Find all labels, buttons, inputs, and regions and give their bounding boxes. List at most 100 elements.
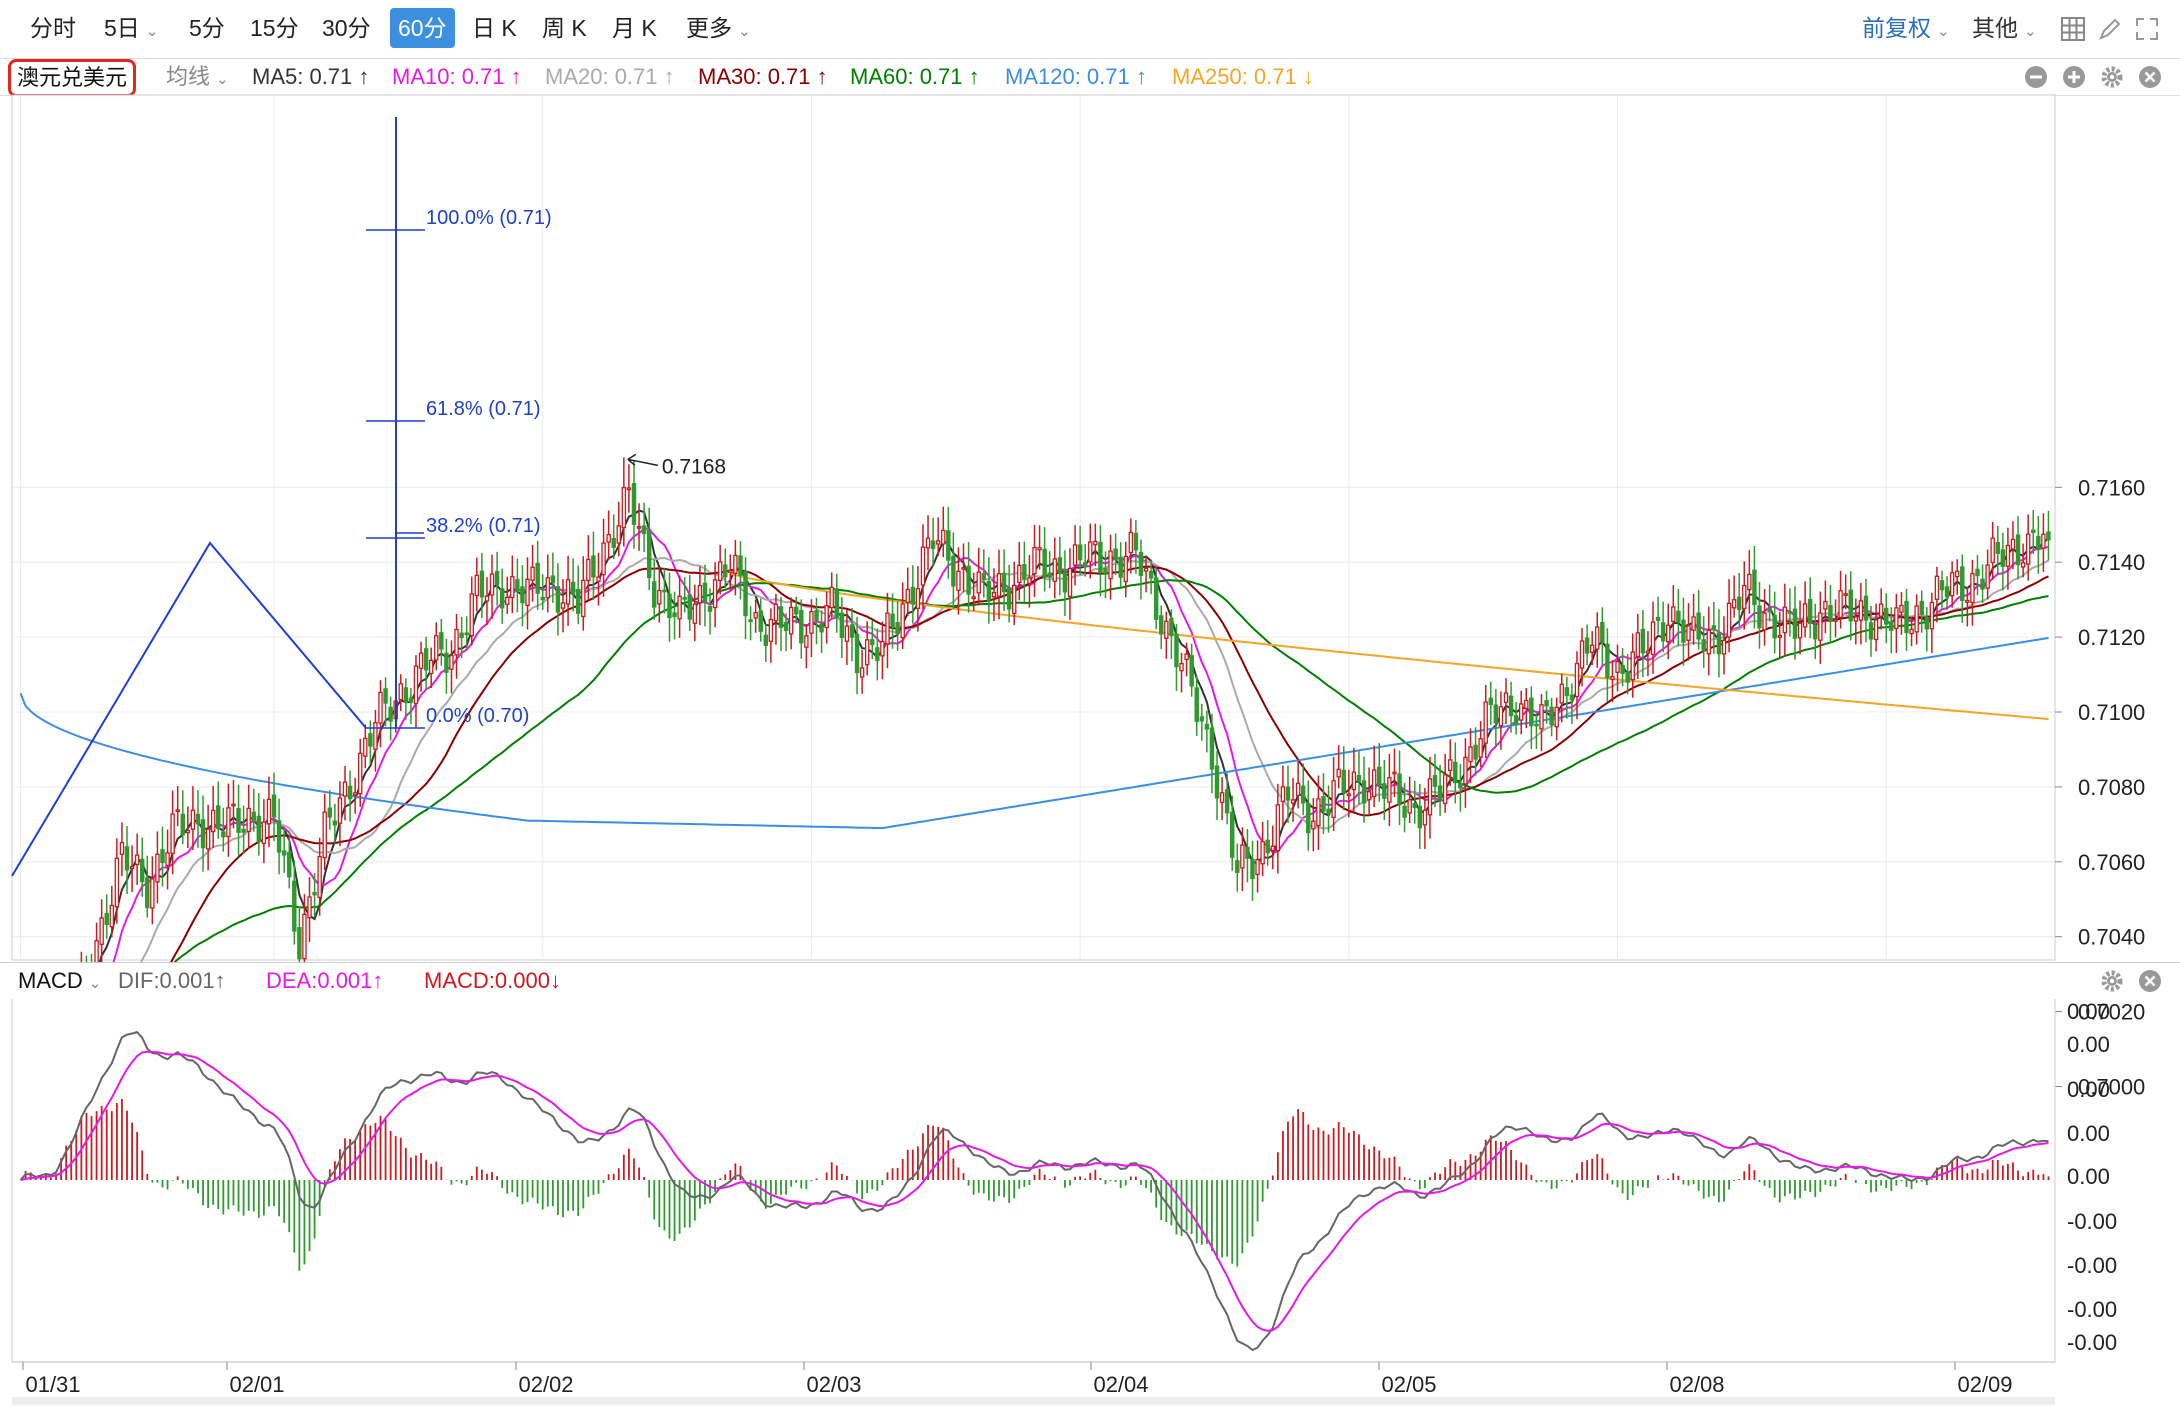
chevron-down-icon: ⌄	[738, 23, 751, 40]
candle-body	[2015, 534, 2021, 566]
candle-body	[1980, 578, 1985, 590]
candle-body	[434, 635, 439, 661]
y-tick-label: 0.7100	[2078, 700, 2145, 725]
macd-dif-line	[19, 1030, 2049, 1352]
candle-body	[251, 811, 256, 822]
grid-icon[interactable]	[2060, 16, 2086, 42]
ma-selector[interactable]: 均线 ⌄	[166, 59, 229, 98]
candle	[1326, 785, 1331, 833]
candle	[712, 562, 718, 628]
candle-body	[1377, 766, 1382, 786]
candle	[327, 790, 333, 830]
candle-body	[1752, 569, 1757, 606]
candle-body	[778, 606, 784, 628]
candle-body	[1427, 778, 1433, 816]
candle-body	[1630, 651, 1635, 681]
candle-body	[1483, 701, 1488, 744]
candle	[814, 597, 819, 645]
candle	[190, 786, 196, 850]
candle	[581, 556, 586, 631]
period-tab-4[interactable]: 30分	[314, 8, 379, 48]
candle-body	[1524, 699, 1529, 709]
candle	[738, 541, 743, 600]
period-tab-5[interactable]: 60分	[390, 8, 455, 48]
candle	[1589, 631, 1595, 666]
candle-body	[1878, 603, 1884, 617]
macd-close-icon[interactable]	[2138, 969, 2162, 993]
candle-body	[1965, 599, 1970, 603]
period-tab-2[interactable]: 5分	[181, 8, 233, 48]
settings-gear-icon[interactable]	[2100, 65, 2124, 89]
candle-body	[408, 697, 414, 703]
draw-pen-icon[interactable]	[2097, 16, 2123, 42]
candle	[1635, 613, 1641, 680]
candle-body	[1336, 768, 1341, 778]
ma-line	[19, 636, 2049, 830]
candle	[1569, 683, 1575, 724]
candle-body	[839, 612, 845, 638]
candle-body	[515, 579, 520, 593]
candle-body	[1549, 706, 1554, 726]
candle-body	[145, 877, 150, 909]
period-tab-3[interactable]: 15分	[242, 8, 307, 48]
candle	[1792, 586, 1798, 660]
candle	[1214, 751, 1220, 821]
candle-body	[753, 611, 758, 619]
candle	[1914, 594, 1919, 645]
candle-body	[641, 525, 647, 535]
candle	[1802, 581, 1808, 638]
close-icon[interactable]	[2138, 65, 2162, 89]
ma-legend-item: MA120: 0.71 ↑	[1005, 64, 1147, 89]
candle-body	[1929, 601, 1935, 630]
candle	[1011, 561, 1017, 626]
candle-body	[1534, 723, 1539, 727]
x-tick-label: 01/31	[25, 1372, 80, 1397]
candle	[1919, 590, 1924, 633]
candle-body	[170, 813, 175, 855]
collapse-icon[interactable]	[2024, 65, 2048, 89]
candle	[743, 557, 748, 640]
candle-body	[312, 891, 317, 896]
macd-dea-label: DEA:0.001↑	[266, 968, 384, 993]
period-tab-6[interactable]: 日 K	[464, 8, 525, 48]
candle	[1873, 603, 1879, 652]
period-tab-0[interactable]: 分时	[22, 8, 84, 48]
candle-body	[1909, 628, 1914, 635]
candle	[1610, 660, 1615, 703]
candle	[682, 577, 687, 613]
candle-body	[905, 588, 910, 603]
candle-body	[788, 606, 794, 635]
candle	[560, 579, 566, 633]
candle	[1544, 690, 1549, 724]
macd-selector[interactable]: MACD ⌄	[18, 963, 101, 1002]
chevron-down-icon: ⌄	[1937, 23, 1950, 40]
candle-body	[1640, 628, 1646, 654]
fullscreen-icon[interactable]	[2134, 16, 2160, 42]
candle	[1868, 605, 1874, 657]
expand-icon[interactable]	[2062, 65, 2086, 89]
candle-body	[854, 633, 860, 674]
candle-body	[966, 565, 971, 595]
period-tab-7[interactable]: 周 K	[534, 8, 595, 48]
adjust-dropdown[interactable]: 前复权 ⌄	[1862, 8, 1950, 48]
candle	[499, 568, 505, 624]
other-dropdown[interactable]: 其他 ⌄	[1972, 8, 2037, 48]
candle-body	[712, 579, 718, 609]
candle-body	[216, 805, 221, 830]
candle	[1321, 773, 1326, 835]
candle-body	[1868, 622, 1874, 640]
candle	[1828, 584, 1833, 644]
candle	[1711, 601, 1717, 654]
macd-settings-gear-icon[interactable]	[2100, 969, 2124, 993]
candle	[413, 655, 419, 728]
period-tab-8[interactable]: 月 K	[604, 8, 665, 48]
period-tab-1[interactable]: 5日 ⌄	[96, 8, 166, 48]
candle	[1437, 764, 1443, 816]
period-tab-9[interactable]: 更多 ⌄	[678, 8, 759, 48]
candle	[1057, 536, 1063, 596]
x-tick-label: 02/02	[518, 1372, 573, 1397]
candle	[428, 647, 434, 689]
candle	[276, 798, 282, 875]
candle	[1513, 702, 1519, 735]
